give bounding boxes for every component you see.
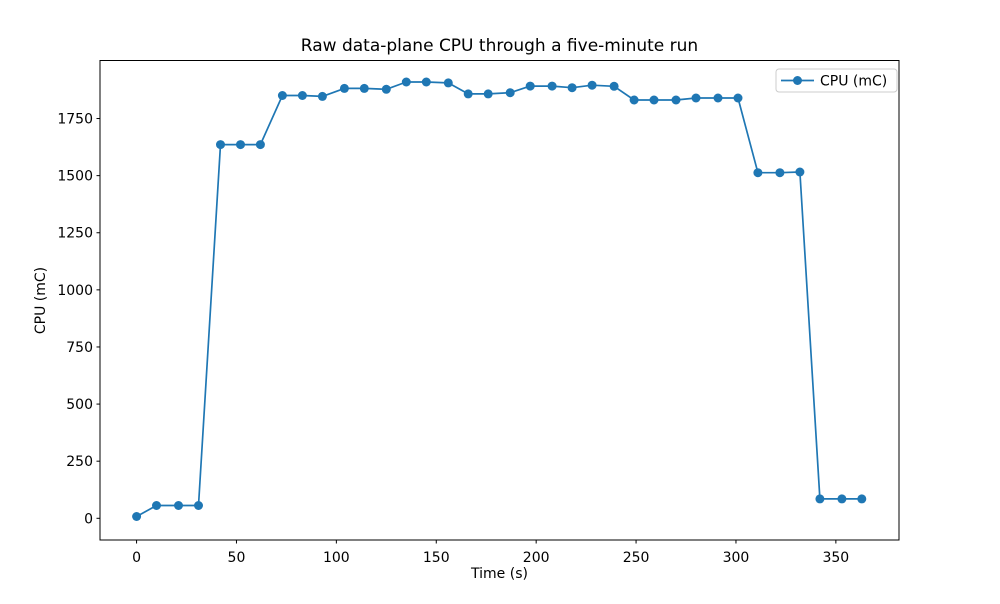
y-axis-label: CPU (mC) [33,267,49,334]
cpu-data-point [567,83,577,93]
cpu-data-point [753,168,763,178]
cpu-data-point [297,91,307,100]
cpu-data-point [547,81,557,91]
x-tick-label: 150 [423,550,450,566]
x-tick-label: 100 [323,550,350,566]
cpu-data-point [505,88,515,98]
cpu-data-point [733,93,743,103]
cpu-data-point [381,84,391,94]
y-tick-label: 1000 [57,283,93,299]
cpu-data-point [649,95,659,105]
x-tick-label: 0 [132,550,141,566]
cpu-data-point [359,83,369,93]
cpu-data-point [691,93,701,103]
cpu-data-point [317,91,327,101]
x-tick-label: 300 [723,550,750,566]
legend-box [775,68,898,93]
chart-title: Raw data-plane CPU through a five-minute… [301,36,698,56]
cpu-data-point [857,494,867,504]
cpu-data-point [629,95,639,105]
cpu-data-point [255,140,265,150]
y-tick-label: 250 [66,454,93,470]
y-tick-label: 750 [66,340,93,356]
cpu-data-point [525,81,535,91]
cpu-series-line [135,81,863,518]
plot-spines [99,60,900,541]
cpu-data-point [609,81,619,91]
plot-area: 0 50 100 150 200 250 300 350 0 250 500 750 1000 1250 1… [57,60,900,566]
cpu-data-point [152,501,161,510]
cpu-data-point [194,501,203,510]
x-tick-label: 250 [623,550,650,566]
x-tick-label: 50 [228,550,246,566]
cpu-data-point [463,89,473,99]
cpu-data-point [236,140,245,150]
legend: CPU (mC) [775,68,898,93]
cpu-data-point [421,77,431,87]
cpu-data-point [483,89,493,99]
y-tick-label: 1750 [57,112,93,128]
x-tick-label: 350 [822,550,849,566]
cpu-data-point [216,140,225,150]
cpu-data-point [815,494,825,504]
cpu-data-point [132,512,142,521]
x-axis-label: Time (s) [470,566,528,582]
y-tick-label: 1500 [57,169,93,185]
cpu-data-point [277,91,287,100]
cpu-data-point [775,168,785,178]
cpu-data-point [401,77,411,87]
legend-marker-icon [793,76,802,85]
cpu-data-point [339,83,349,93]
cpu-data-point [795,167,805,177]
y-tick-label: 1250 [57,226,93,242]
legend-label: CPU (mC) [820,74,887,90]
y-tick-label: 500 [66,397,93,413]
cpu-data-point [837,494,847,504]
cpu-data-point [713,93,723,103]
cpu-data-point [671,95,681,105]
cpu-data-point [174,501,183,510]
x-tick-label: 200 [523,550,550,566]
y-tick-label: 0 [84,511,93,527]
cpu-data-point [443,78,453,88]
cpu-data-point [587,80,597,90]
